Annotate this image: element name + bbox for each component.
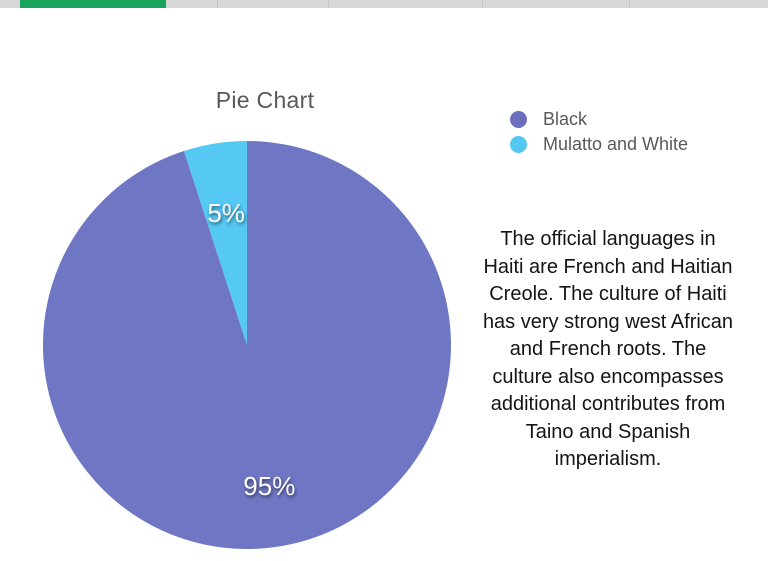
legend-item-mulatto-and-white[interactable]: Mulatto and White [510,132,688,157]
legend-label: Mulatto and White [543,134,689,154]
pie-chart[interactable]: 95% 5% [43,141,451,549]
legend-item-black[interactable]: Black [510,107,688,132]
progress-divider [482,0,483,8]
legend-label: Black [543,109,588,129]
legend: Black Mulatto and White [510,107,688,157]
progress-divider [217,0,218,8]
progress-fill [20,0,166,8]
legend-swatch-mulatto-and-white-icon [510,136,527,153]
slice-label: 5% [207,198,245,228]
description-text: The official languages in Haiti are Frenc… [482,228,734,470]
legend-swatch-black-icon [510,111,527,128]
pie-slice-mulatto-and-white[interactable] [183,141,247,345]
progress-divider [328,0,329,8]
slice-label: 95% [243,471,295,501]
chart-title: Pie Chart [215,87,315,113]
slide-progress-bar[interactable] [0,0,768,8]
pie-slice-black[interactable] [43,141,451,549]
progress-divider [629,0,630,8]
